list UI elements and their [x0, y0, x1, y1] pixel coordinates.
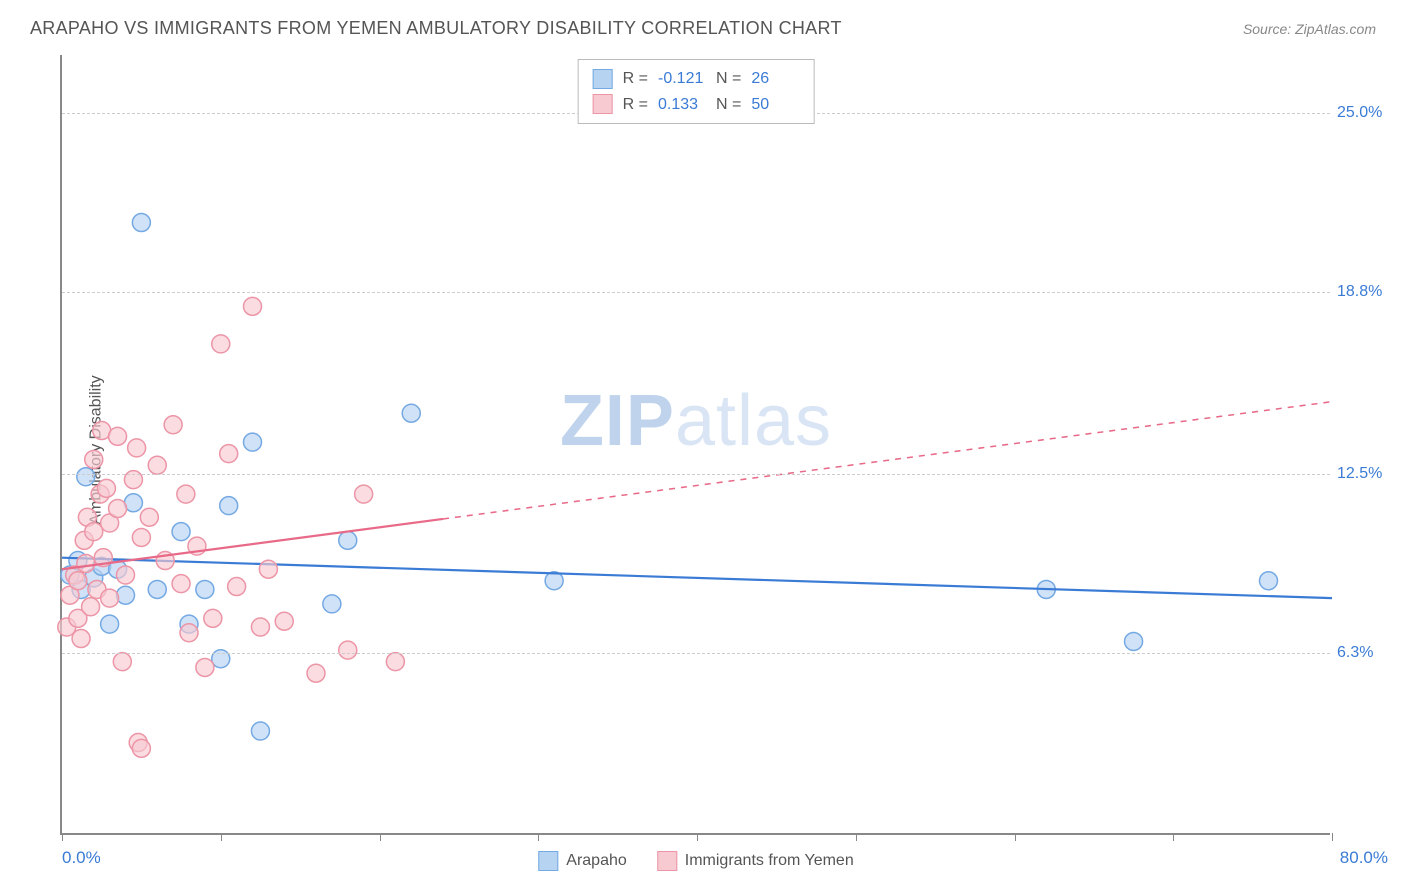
- trend-line-dashed: [443, 402, 1332, 519]
- data-point: [132, 214, 150, 232]
- x-tick: [1015, 833, 1016, 841]
- data-point: [275, 612, 293, 630]
- data-point: [77, 554, 95, 572]
- data-point: [251, 722, 269, 740]
- x-tick: [380, 833, 381, 841]
- trend-line-solid: [62, 558, 1332, 598]
- data-point: [196, 580, 214, 598]
- x-tick: [1332, 833, 1333, 841]
- x-axis-min: 0.0%: [62, 848, 101, 868]
- data-point: [220, 497, 238, 515]
- trend-line-solid: [62, 519, 443, 569]
- data-point: [172, 575, 190, 593]
- data-point: [204, 609, 222, 627]
- data-point: [177, 485, 195, 503]
- y-tick-label: 12.5%: [1337, 465, 1392, 483]
- data-point: [97, 479, 115, 497]
- chart-container: Ambulatory Disability ZIPatlas R = -0.12…: [50, 55, 1400, 845]
- scatter-svg: [62, 55, 1330, 833]
- data-point: [82, 598, 100, 616]
- swatch-pink-icon: [657, 851, 677, 871]
- n-value-arapaho: 26: [751, 66, 799, 92]
- swatch-pink-icon: [593, 94, 613, 114]
- data-point: [220, 445, 238, 463]
- y-tick-label: 25.0%: [1337, 104, 1392, 122]
- data-point: [196, 658, 214, 676]
- data-point: [140, 508, 158, 526]
- swatch-blue-icon: [593, 69, 613, 89]
- data-point: [402, 404, 420, 422]
- y-tick-label: 6.3%: [1337, 644, 1392, 662]
- x-tick: [62, 833, 63, 841]
- gridline: [62, 292, 1330, 293]
- data-point: [101, 589, 119, 607]
- data-point: [109, 427, 127, 445]
- data-point: [109, 500, 127, 518]
- data-point: [339, 531, 357, 549]
- data-point: [117, 586, 135, 604]
- data-point: [101, 615, 119, 633]
- n-value-yemen: 50: [751, 92, 799, 118]
- legend-label-arapaho: Arapaho: [566, 852, 627, 870]
- data-point: [148, 456, 166, 474]
- r-value-yemen: 0.133: [658, 92, 706, 118]
- data-point: [172, 523, 190, 541]
- data-point: [386, 653, 404, 671]
- chart-title: ARAPAHO VS IMMIGRANTS FROM YEMEN AMBULAT…: [30, 18, 842, 39]
- legend-label-yemen: Immigrants from Yemen: [685, 852, 854, 870]
- data-point: [113, 653, 131, 671]
- data-point: [132, 739, 150, 757]
- data-point: [132, 528, 150, 546]
- gridline: [62, 653, 1330, 654]
- data-point: [1260, 572, 1278, 590]
- legend-row-arapaho: R = -0.121 N = 26: [593, 66, 800, 92]
- source-attribution: Source: ZipAtlas.com: [1243, 21, 1376, 37]
- data-point: [77, 468, 95, 486]
- legend-item-arapaho: Arapaho: [538, 851, 627, 871]
- data-point: [323, 595, 341, 613]
- y-tick-label: 18.8%: [1337, 283, 1392, 301]
- series-legend: Arapaho Immigrants from Yemen: [538, 851, 853, 871]
- data-point: [228, 578, 246, 596]
- x-tick: [856, 833, 857, 841]
- data-point: [85, 523, 103, 541]
- data-point: [355, 485, 373, 503]
- plot-area: ZIPatlas R = -0.121 N = 26 R = 0.133 N =…: [60, 55, 1330, 835]
- chart-header: ARAPAHO VS IMMIGRANTS FROM YEMEN AMBULAT…: [0, 0, 1406, 49]
- gridline: [62, 474, 1330, 475]
- r-value-arapaho: -0.121: [658, 66, 706, 92]
- data-point: [251, 618, 269, 636]
- data-point: [244, 433, 262, 451]
- data-point: [117, 566, 135, 584]
- x-tick: [538, 833, 539, 841]
- correlation-legend: R = -0.121 N = 26 R = 0.133 N = 50: [578, 59, 815, 124]
- data-point: [307, 664, 325, 682]
- swatch-blue-icon: [538, 851, 558, 871]
- data-point: [69, 572, 87, 590]
- legend-row-yemen: R = 0.133 N = 50: [593, 92, 800, 118]
- x-tick: [221, 833, 222, 841]
- data-point: [72, 630, 90, 648]
- data-point: [148, 580, 166, 598]
- x-tick: [697, 833, 698, 841]
- data-point: [85, 450, 103, 468]
- data-point: [259, 560, 277, 578]
- data-point: [180, 624, 198, 642]
- data-point: [244, 297, 262, 315]
- data-point: [164, 416, 182, 434]
- x-axis-max: 80.0%: [1340, 848, 1388, 868]
- data-point: [212, 335, 230, 353]
- data-point: [1125, 632, 1143, 650]
- legend-item-yemen: Immigrants from Yemen: [657, 851, 854, 871]
- data-point: [339, 641, 357, 659]
- x-tick: [1173, 833, 1174, 841]
- data-point: [128, 439, 146, 457]
